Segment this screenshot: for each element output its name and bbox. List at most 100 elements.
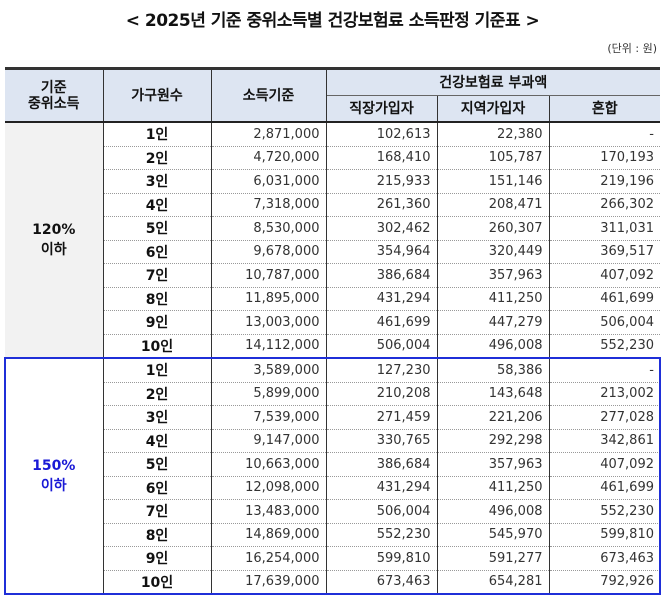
household-size: 2인	[102, 146, 212, 170]
mixed-premium: 266,302	[548, 193, 660, 217]
mixed-premium: 311,031	[548, 216, 660, 241]
header-premium-group: 건강보험료 부과액	[325, 67, 660, 96]
employee-premium: 673,463	[325, 570, 438, 594]
household-size: 3인	[102, 169, 212, 194]
household-size: 8인	[102, 287, 212, 311]
header-regional: 지역가입자	[436, 95, 550, 123]
mixed-premium: 369,517	[548, 240, 660, 264]
employee-premium: 261,360	[325, 193, 438, 217]
mixed-premium: 506,004	[548, 310, 660, 335]
table-row: 10인 14,112,000 506,004 496,008 552,230	[5, 334, 660, 359]
table-row: 8인 11,895,000 431,294 411,250 461,699	[5, 287, 660, 311]
table-row: 9인 13,003,000 461,699 447,279 506,004	[5, 310, 660, 335]
income-criterion: 4,720,000	[210, 146, 327, 170]
document-title: < 2025년 기준 중위소득별 건강보험료 소득판정 기준표 >	[125, 11, 540, 31]
income-criterion: 13,483,000	[210, 499, 327, 524]
income-criterion: 7,318,000	[210, 193, 327, 217]
employee-premium: 168,410	[325, 146, 438, 170]
regional-premium: 221,206	[436, 405, 550, 430]
employee-premium: 302,462	[325, 216, 438, 241]
income-criterion: 10,663,000	[210, 452, 327, 477]
table-row: 6인 12,098,000 431,294 411,250 461,699	[5, 476, 660, 500]
table-row: 9인 16,254,000 599,810 591,277 673,463	[5, 546, 660, 571]
household-size: 2인	[102, 382, 212, 406]
mixed-premium: 599,810	[548, 523, 660, 547]
household-size: 1인	[102, 358, 212, 383]
mixed-premium: 673,463	[548, 546, 660, 571]
employee-premium: 386,684	[325, 452, 438, 477]
table-row: 10인 17,639,000 673,463 654,281 792,926	[5, 570, 660, 594]
household-size: 4인	[102, 193, 212, 217]
table-row: 8인 14,869,000 552,230 545,970 599,810	[5, 523, 660, 547]
income-criterion: 14,112,000	[210, 334, 327, 359]
employee-premium: 102,613	[325, 122, 438, 147]
income-criterion: 9,147,000	[210, 429, 327, 453]
employee-premium: 552,230	[325, 523, 438, 547]
employee-premium: 127,230	[325, 358, 438, 383]
regional-premium: 22,380	[436, 122, 550, 147]
table-row: 7인 13,483,000 506,004 496,008 552,230	[5, 499, 660, 524]
mixed-premium: 342,861	[548, 429, 660, 453]
income-criteria-table: 기준 중위소득 가구원수 소득기준 건강보험료 부과액 직장가입자 지역가입자 …	[4, 67, 661, 595]
table-row: 2인 4,720,000 168,410 105,787 170,193	[5, 146, 660, 170]
mixed-premium: 170,193	[548, 146, 660, 170]
regional-premium: 447,279	[436, 310, 550, 335]
employee-premium: 506,004	[325, 334, 438, 359]
header-household: 가구원수	[102, 67, 212, 123]
household-size: 5인	[102, 216, 212, 241]
employee-premium: 506,004	[325, 499, 438, 524]
mixed-premium: 219,196	[548, 169, 660, 194]
household-size: 6인	[102, 240, 212, 264]
regional-premium: 292,298	[436, 429, 550, 453]
employee-premium: 210,208	[325, 382, 438, 406]
household-size: 7인	[102, 263, 212, 288]
unit-label: (단위 : 원)	[607, 42, 657, 55]
income-criterion: 17,639,000	[210, 570, 327, 594]
income-criterion: 14,869,000	[210, 523, 327, 547]
household-size: 1인	[102, 122, 212, 147]
household-size: 6인	[102, 476, 212, 500]
household-size: 3인	[102, 405, 212, 430]
table-row: 6인 9,678,000 354,964 320,449 369,517	[5, 240, 660, 264]
mixed-premium: 277,028	[548, 405, 660, 430]
header-median-income: 기준 중위소득	[5, 67, 104, 123]
regional-premium: 320,449	[436, 240, 550, 264]
employee-premium: 599,810	[325, 546, 438, 571]
header-income-criterion: 소득기준	[210, 67, 327, 123]
mixed-premium: -	[548, 358, 660, 383]
household-size: 4인	[102, 429, 212, 453]
mixed-premium: 407,092	[548, 263, 660, 288]
regional-premium: 591,277	[436, 546, 550, 571]
income-criterion: 6,031,000	[210, 169, 327, 194]
employee-premium: 354,964	[325, 240, 438, 264]
regional-premium: 208,471	[436, 193, 550, 217]
regional-premium: 58,386	[436, 358, 550, 383]
regional-premium: 260,307	[436, 216, 550, 241]
regional-premium: 357,963	[436, 452, 550, 477]
employee-premium: 431,294	[325, 476, 438, 500]
household-size: 8인	[102, 523, 212, 547]
mixed-premium: 552,230	[548, 334, 660, 359]
table-row: 4인 9,147,000 330,765 292,298 342,861	[5, 429, 660, 453]
income-criterion: 11,895,000	[210, 287, 327, 311]
regional-premium: 151,146	[436, 169, 550, 194]
group-120: 120% 이하 1인 2,871,000 102,613 22,380-2인 4,720,…	[5, 122, 660, 359]
income-criterion: 10,787,000	[210, 263, 327, 288]
group-label: 120% 이하	[5, 122, 104, 359]
group-150: 150% 이하 1인 3,589,000 127,230 58,386-2인 5,899,…	[4, 357, 661, 595]
mixed-premium: 792,926	[548, 570, 660, 594]
income-criterion: 13,003,000	[210, 310, 327, 335]
table-row: 3인 7,539,000 271,459 221,206 277,028	[5, 405, 660, 430]
household-size: 9인	[102, 310, 212, 335]
employee-premium: 386,684	[325, 263, 438, 288]
table-row: 150% 이하 1인 3,589,000 127,230 58,386-	[5, 358, 660, 594]
income-criterion: 9,678,000	[210, 240, 327, 264]
mixed-premium: 407,092	[548, 452, 660, 477]
header-employee: 직장가입자	[326, 95, 438, 123]
mixed-premium: 461,699	[548, 476, 660, 500]
header-mixed: 혼합	[548, 95, 660, 123]
household-size: 9인	[102, 546, 212, 571]
household-size: 7인	[102, 499, 212, 524]
mixed-premium: 213,002	[548, 382, 660, 406]
regional-premium: 411,250	[436, 287, 550, 311]
